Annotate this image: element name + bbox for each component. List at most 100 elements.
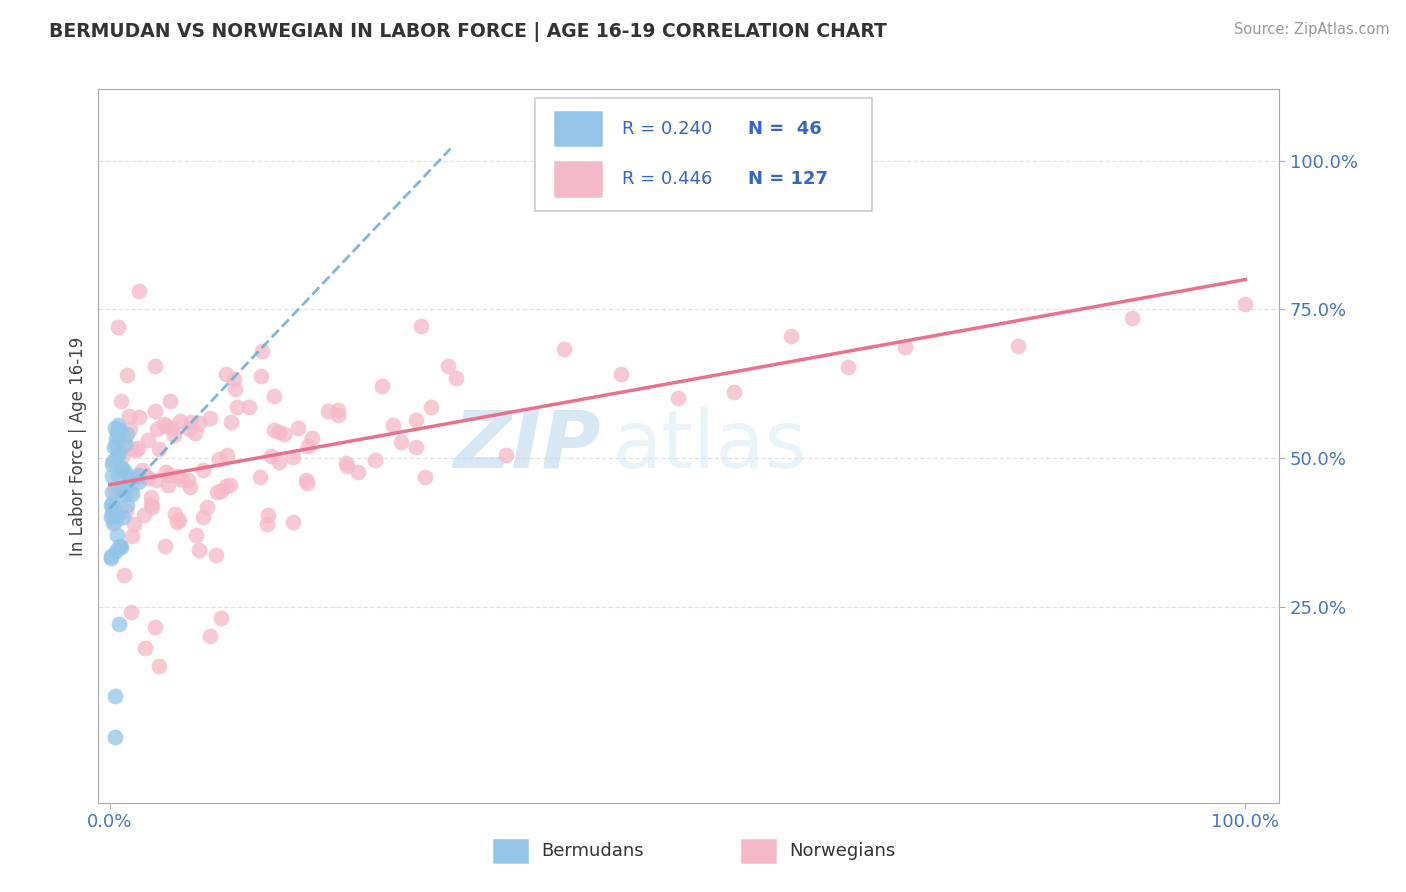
Point <box>188 543 211 558</box>
Point <box>104 483 127 497</box>
Point <box>335 457 357 471</box>
Point <box>371 378 394 392</box>
Point <box>138 433 160 447</box>
Point <box>115 499 138 513</box>
Point <box>269 425 291 439</box>
Point <box>107 482 129 496</box>
Point <box>115 427 138 442</box>
Point <box>104 421 127 435</box>
FancyBboxPatch shape <box>494 839 529 863</box>
Point <box>167 469 190 483</box>
Point <box>260 449 283 463</box>
Point <box>283 450 305 464</box>
Point <box>215 367 238 381</box>
Point <box>177 422 200 436</box>
Point <box>1121 311 1143 326</box>
Point <box>100 551 122 566</box>
Point <box>114 436 136 450</box>
Point <box>186 527 208 541</box>
Point <box>124 443 146 458</box>
Point <box>420 401 443 415</box>
Point <box>610 368 633 382</box>
Point <box>107 418 129 433</box>
Point <box>143 404 166 418</box>
Point <box>155 419 177 434</box>
Point <box>105 528 128 542</box>
Point <box>1234 297 1257 311</box>
Point <box>105 432 128 446</box>
Point <box>136 471 159 485</box>
Point <box>145 474 167 488</box>
Point <box>146 421 169 435</box>
Point <box>139 497 162 511</box>
Point <box>110 539 132 553</box>
Point <box>287 421 309 435</box>
Point <box>110 540 132 554</box>
Point <box>108 541 131 555</box>
Point <box>124 470 146 484</box>
Text: Norwegians: Norwegians <box>789 842 896 860</box>
Point <box>112 428 135 442</box>
Point <box>837 359 859 374</box>
Point <box>205 548 228 562</box>
FancyBboxPatch shape <box>536 98 872 211</box>
Point <box>256 508 278 523</box>
Point <box>273 427 295 442</box>
Point <box>100 484 122 499</box>
Point <box>110 481 132 495</box>
Point <box>405 440 427 454</box>
Point <box>200 411 222 425</box>
Point <box>191 462 214 476</box>
Point <box>893 339 915 353</box>
Text: atlas: atlas <box>612 407 807 485</box>
Point <box>495 448 517 462</box>
FancyBboxPatch shape <box>741 839 776 863</box>
Point <box>224 382 246 396</box>
Point <box>389 434 412 449</box>
Point <box>107 446 129 460</box>
Point <box>111 461 134 475</box>
Point <box>131 463 153 477</box>
Text: R = 0.240: R = 0.240 <box>621 120 711 137</box>
Point <box>118 409 141 423</box>
Point <box>256 517 278 532</box>
Point <box>188 416 211 430</box>
Y-axis label: In Labor Force | Age 16-19: In Labor Force | Age 16-19 <box>69 336 87 556</box>
Point <box>238 400 260 414</box>
Text: BERMUDAN VS NORWEGIAN IN LABOR FORCE | AGE 16-19 CORRELATION CHART: BERMUDAN VS NORWEGIAN IN LABOR FORCE | A… <box>49 22 887 42</box>
Point <box>405 413 427 427</box>
Point <box>128 410 150 425</box>
Point <box>215 478 238 492</box>
Point <box>184 426 207 441</box>
Point <box>295 475 318 490</box>
Point <box>121 486 143 500</box>
Point <box>215 448 238 462</box>
Point <box>226 401 249 415</box>
Point <box>112 448 135 462</box>
Text: N = 127: N = 127 <box>748 170 828 188</box>
Point <box>263 389 285 403</box>
Point <box>127 475 149 489</box>
Point <box>141 490 163 504</box>
Point <box>105 508 128 523</box>
Point <box>134 641 156 656</box>
Point <box>118 441 141 455</box>
Point <box>328 408 350 422</box>
Point <box>105 425 128 439</box>
Point <box>163 507 186 521</box>
Point <box>263 423 285 437</box>
Point <box>127 468 149 483</box>
Point <box>169 414 191 428</box>
Point <box>105 449 128 463</box>
Point <box>250 343 273 358</box>
Point <box>382 418 405 433</box>
Point <box>208 451 231 466</box>
FancyBboxPatch shape <box>554 161 602 197</box>
Point <box>118 470 141 484</box>
Point <box>135 469 157 483</box>
Point <box>295 473 318 487</box>
Point <box>191 509 214 524</box>
Point <box>108 425 131 439</box>
Point <box>105 437 128 451</box>
Point <box>316 404 339 418</box>
